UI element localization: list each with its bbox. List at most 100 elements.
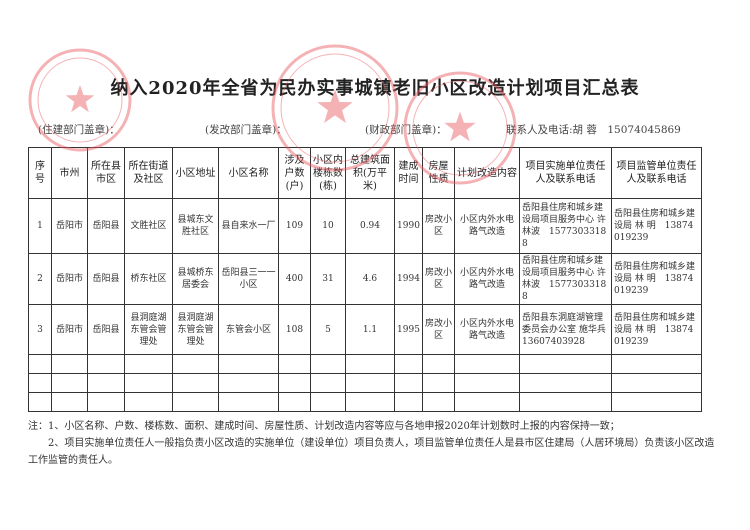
table-cell: 房改小区: [422, 253, 455, 305]
table-cell: 4.6: [345, 253, 395, 305]
table-cell: [422, 373, 455, 393]
table-cell: 10: [310, 198, 346, 254]
table-cell: [87, 354, 125, 374]
table-cell: 400: [278, 253, 311, 305]
table-cell: [454, 373, 520, 393]
column-header: 房屋性质: [422, 147, 455, 199]
table-cell: 2: [28, 253, 52, 305]
column-header: 市州: [51, 147, 88, 199]
table-cell: 岳阳县住房和城乡建设局 林 明 13874019239: [611, 253, 702, 305]
table-cell: 岳阳县: [87, 198, 125, 254]
table-cell: [394, 373, 423, 393]
table-cell: [218, 354, 279, 374]
table-cell: [611, 373, 702, 393]
table-cell: [345, 373, 395, 393]
table-row: 1 岳阳市 岳阳县 文胜社区 县城东文胜社区 县自来水一厂 109 10 0.94 1990 房改小…: [28, 198, 702, 254]
table-cell: [51, 392, 88, 412]
table-cell: [345, 354, 395, 374]
table-cell: [519, 373, 612, 393]
table-cell: 岳阳市: [51, 304, 88, 355]
notes: 注：1、小区名称、户数、楼栋数、面积、建成时间、房屋性质、计划改造内容等应与各地…: [28, 418, 718, 469]
table-cell: 岳阳县: [87, 253, 125, 305]
table-cell: [278, 373, 311, 393]
table-cell: [519, 392, 612, 412]
column-header: 涉及户数(户): [278, 147, 311, 199]
table-cell: [310, 392, 346, 412]
table-cell: [218, 392, 279, 412]
table-cell: 岳阳市: [51, 198, 88, 254]
seal-star-icon: [444, 111, 476, 142]
table-cell: [87, 392, 125, 412]
table-cell: [51, 354, 88, 374]
table-header-row: 序号 市州 所在县市区 所在街道及社区 小区地址 小区名称 涉及户数(户) 小区内楼栋数(栋)…: [28, 147, 702, 199]
empty-row: [28, 354, 702, 374]
column-header: 小区名称: [218, 147, 279, 199]
table-cell: [124, 373, 173, 393]
table-cell: 文胜社区: [124, 198, 173, 254]
table-cell: 岳阳县东洞庭湖管理委员会办公室 施华兵 13607403928: [519, 304, 615, 355]
column-header: 小区内楼栋数(栋): [310, 147, 346, 199]
table-cell: 小区内外水电路气改造: [454, 198, 520, 254]
table-cell: [278, 354, 311, 374]
table-cell: [172, 354, 219, 374]
table-cell: [278, 392, 311, 412]
table-cell: [611, 354, 702, 374]
table-cell: 岳阳县住房和城乡建设局项目服务中心 许林波 15773033188: [519, 198, 612, 254]
table-cell: 县城桥东居委会: [172, 253, 219, 305]
table-cell: 东管会小区: [218, 304, 279, 355]
reform-stamp-label: (发改部门盖章)：: [205, 124, 287, 136]
table-cell: 岳阳县: [87, 304, 125, 355]
table-cell: [124, 392, 173, 412]
column-header: 项目实施单位责任人及联系电话: [519, 147, 612, 199]
table-cell: 房改小区: [422, 198, 455, 254]
column-header: 项目监管单位责任人及联系电话: [611, 147, 702, 199]
table-cell: 桥东社区: [124, 253, 173, 305]
table-cell: 1995: [394, 304, 423, 355]
seal-inner-ring: [280, 53, 390, 163]
table-cell: [422, 392, 455, 412]
table-cell: 县洞庭湖东管会管理处: [124, 304, 173, 355]
table-cell: [172, 373, 219, 393]
table-cell: 县洞庭湖东管会管理处: [172, 304, 219, 355]
table-row: 2 岳阳市 岳阳县 桥东社区 县城桥东居委会 岳阳县三一一小区 400 31 4.6 1994 房改…: [28, 253, 702, 305]
column-header: 建成时间: [394, 147, 423, 199]
table-cell: 0.94: [345, 198, 395, 254]
table-cell: [611, 392, 702, 412]
table-cell: 岳阳县三一一小区: [218, 253, 279, 305]
table-cell: [519, 354, 612, 374]
contact-info: 联系人及电话:胡 蓉 15074045869: [506, 124, 681, 136]
page-title: 纳入2020年全省为民办实事城镇老旧小区改造计划项目汇总表: [110, 78, 640, 99]
column-header: 计划改造内容: [454, 147, 520, 199]
table-cell: [454, 354, 520, 374]
table-cell: 5: [310, 304, 346, 355]
table-cell: [422, 354, 455, 374]
table-cell: [28, 354, 52, 374]
housing-stamp-label: (住建部门盖章)：: [38, 124, 120, 136]
table-cell: 31: [310, 253, 346, 305]
table-cell: [394, 354, 423, 374]
table-cell: 岳阳县住房和城乡建设局 林 明 13874019239: [611, 304, 702, 355]
table-cell: [87, 373, 125, 393]
table-cell: [124, 354, 173, 374]
column-header: 序号: [28, 147, 52, 199]
table-cell: 房改小区: [422, 304, 455, 355]
table-and-notes: 序号 市州 所在县市区 所在街道及社区 小区地址 小区名称 涉及户数(户) 小区内楼栋数(栋)…: [28, 147, 728, 469]
table-cell: 109: [278, 198, 311, 254]
table-cell: [454, 392, 520, 412]
table-cell: 1990: [394, 198, 423, 254]
table-cell: 小区内外水电路气改造: [454, 304, 520, 355]
table-cell: [172, 392, 219, 412]
table-cell: 小区内外水电路气改造: [454, 253, 520, 305]
table-cell: 1: [28, 198, 52, 254]
table-cell: 1.1: [345, 304, 395, 355]
column-header: 所在街道及社区: [124, 147, 173, 199]
column-header: 总建筑面积(万平米): [345, 147, 395, 199]
project-table: 序号 市州 所在县市区 所在街道及社区 小区地址 小区名称 涉及户数(户) 小区内楼栋数(栋)…: [28, 147, 702, 412]
table-cell: [310, 354, 346, 374]
table-cell: 108: [278, 304, 311, 355]
note-2: 2、项目实施单位责任人一般指负责小区改造的实施单位（建设单位）项目负责人，项目监…: [28, 438, 715, 466]
table-cell: 县城东文胜社区: [172, 198, 219, 254]
table-cell: 县自来水一厂: [218, 198, 279, 254]
column-header: 所在县市区: [87, 147, 125, 199]
